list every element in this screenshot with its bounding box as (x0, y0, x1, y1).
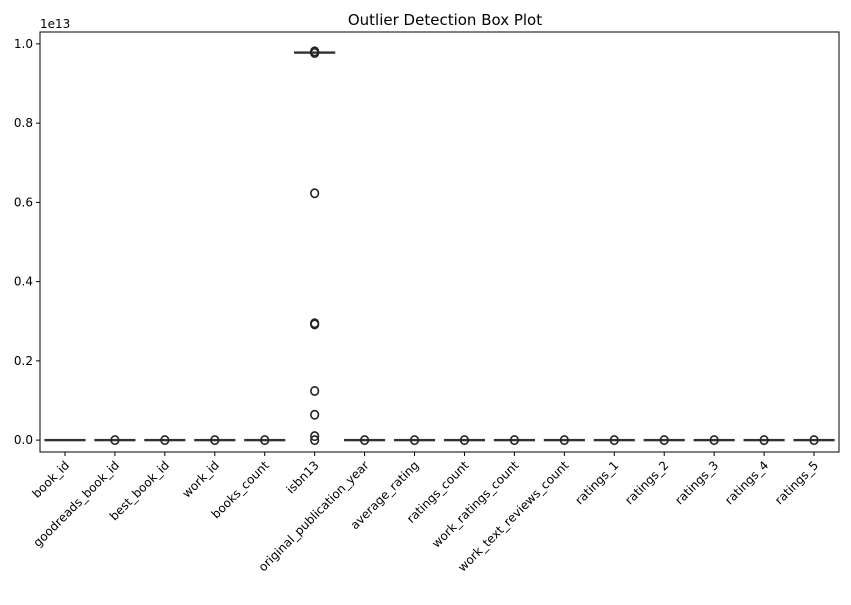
x-tick-label: ratings_1 (572, 458, 621, 507)
outlier-point (160, 435, 170, 446)
chart-title: Outlier Detection Box Plot (348, 11, 542, 29)
box-ratings_5 (793, 435, 835, 446)
outlier-point (310, 188, 320, 199)
x-tick-label: ratings_5 (772, 458, 821, 507)
outlier-point (359, 435, 370, 446)
y-tick-label: 1.0 (14, 37, 33, 51)
y-tick-label: 0.8 (14, 116, 33, 130)
outlier-point (310, 409, 320, 420)
outlier-point (809, 435, 819, 446)
box-best_book_id (144, 435, 186, 446)
y-axis-offset-label: 1e13 (40, 17, 70, 31)
outlier-point (310, 319, 320, 330)
plot-area (44, 46, 835, 446)
y-axis: 0.0 0.2 0.4 0.6 0.8 1.0 (14, 37, 40, 447)
box-isbn13 (294, 46, 336, 446)
box-original_publication_year (344, 435, 386, 446)
outlier-point (310, 431, 320, 442)
outlier-point (759, 435, 769, 446)
box-ratings_count (443, 435, 486, 446)
outlier-point (509, 435, 520, 446)
outlier-point (310, 435, 320, 446)
box-ratings_2 (643, 435, 685, 446)
x-tick-label: ratings_3 (672, 458, 721, 507)
outlier-point (310, 385, 320, 396)
y-tick-label: 0.2 (14, 354, 33, 368)
box-ratings_3 (693, 435, 735, 446)
x-tick-label: goodreads_book_id (31, 458, 123, 550)
box-average_rating (393, 435, 436, 446)
box-goodreads_book_id (94, 435, 136, 446)
outlier-point (709, 435, 719, 446)
y-tick-label: 0.4 (14, 275, 33, 289)
outlier-point (609, 435, 619, 446)
outlier-point (210, 435, 220, 446)
box-books_count (244, 435, 286, 446)
outlier-point (459, 435, 470, 446)
x-tick-label: book_id (30, 458, 73, 501)
plot-frame (39, 31, 840, 453)
outlier-point (110, 435, 120, 446)
box-work_id (194, 435, 236, 446)
outlier-point (310, 47, 320, 58)
box-ratings_1 (593, 435, 635, 446)
outlier-point (260, 435, 270, 446)
x-tick-label: work_ratings_count (429, 458, 522, 551)
x-tick-label: work_id (179, 458, 221, 500)
box-work_text_reviews_count (543, 435, 585, 446)
y-tick-label: 0.6 (14, 195, 33, 209)
box-book_id (44, 438, 86, 442)
y-tick-label: 0.0 (14, 433, 33, 447)
outlier-point (409, 435, 420, 446)
outlier-point (659, 435, 669, 446)
x-tick-label: isbn13 (284, 458, 322, 496)
outlier-point (559, 435, 569, 446)
x-tick-label: ratings_2 (622, 458, 671, 507)
x-tick-label: ratings_4 (722, 458, 771, 507)
box-ratings_4 (743, 435, 785, 446)
box-work_ratings_count (493, 435, 535, 446)
